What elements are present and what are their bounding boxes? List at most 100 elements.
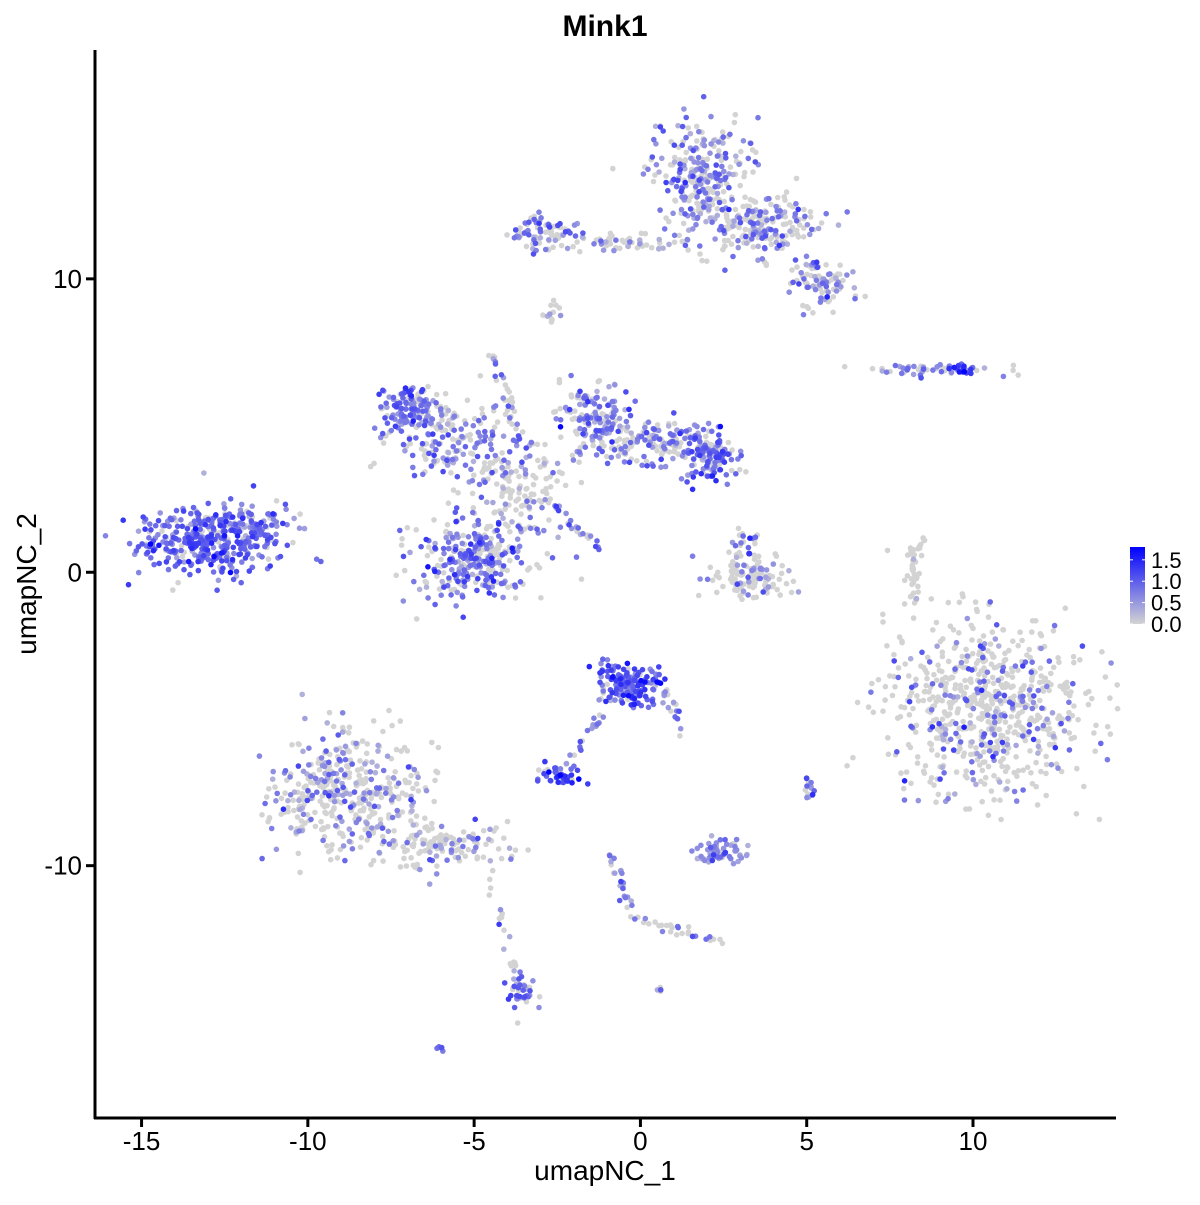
cell-point <box>793 200 799 207</box>
cell-point <box>402 777 408 784</box>
cell-point <box>965 666 972 672</box>
cell-point <box>993 664 1000 670</box>
cell-point <box>337 814 343 820</box>
cell-point <box>707 172 713 179</box>
cell-point <box>388 414 395 421</box>
cell-point <box>411 578 417 585</box>
cell-point <box>521 994 528 1000</box>
cell-point <box>550 469 556 476</box>
cell-point <box>922 763 929 769</box>
cell-point <box>654 448 660 454</box>
cell-point <box>369 825 375 831</box>
cell-point <box>168 540 174 546</box>
cell-point <box>544 550 551 557</box>
cell-point <box>339 710 346 716</box>
cell-point <box>526 504 532 510</box>
cell-point <box>486 352 492 359</box>
cell-point <box>398 542 405 548</box>
cell-point <box>221 532 228 539</box>
cell-point <box>455 578 461 585</box>
cell-point <box>1001 657 1008 664</box>
legend-tick-label: 1.5 <box>1151 548 1182 573</box>
cell-point <box>757 209 764 215</box>
cell-point <box>236 551 242 558</box>
cell-point <box>1013 754 1019 760</box>
cell-point <box>730 223 736 229</box>
cell-point <box>580 431 586 437</box>
cell-point <box>574 239 580 245</box>
cell-point <box>731 119 738 126</box>
cell-point <box>558 242 565 249</box>
cell-point <box>655 246 662 252</box>
cell-point <box>642 230 649 237</box>
cell-point <box>594 388 600 395</box>
cell-point <box>462 462 469 469</box>
cell-point <box>999 739 1006 746</box>
cell-point <box>612 697 618 703</box>
cell-point <box>239 559 245 565</box>
cell-point <box>285 804 291 811</box>
cell-point <box>933 799 939 805</box>
x-axis-ticks: -15 -10 -5 0 5 10 <box>123 1118 988 1156</box>
cell-point <box>300 768 307 775</box>
cell-point <box>349 831 356 837</box>
cell-point <box>652 123 659 130</box>
cell-point <box>1077 657 1083 663</box>
cell-point <box>441 562 448 569</box>
cell-point <box>996 779 1003 785</box>
cell-point <box>947 692 953 699</box>
cell-point <box>1066 709 1072 716</box>
cell-point <box>608 667 614 673</box>
cell-point <box>444 521 451 528</box>
cell-point <box>630 684 637 690</box>
cell-point <box>679 123 686 130</box>
cell-point <box>205 500 211 507</box>
cell-point <box>1043 792 1049 799</box>
cell-point <box>1037 665 1044 671</box>
cell-point <box>444 462 451 468</box>
cell-point <box>1039 705 1045 711</box>
cell-point <box>802 213 808 220</box>
cell-point <box>487 460 494 466</box>
cell-point <box>562 482 569 489</box>
cell-point <box>440 468 446 475</box>
cell-point <box>340 843 347 849</box>
cell-point <box>954 708 961 715</box>
cell-point <box>1026 729 1032 735</box>
cell-point <box>609 439 615 445</box>
cell-point <box>432 843 439 849</box>
x-tick-label: 10 <box>959 1126 988 1156</box>
cell-point <box>269 522 275 528</box>
cell-point <box>770 582 776 588</box>
cell-point <box>484 499 490 506</box>
cell-point <box>752 159 759 165</box>
cell-point <box>467 437 474 443</box>
cell-point <box>536 994 543 1000</box>
cell-point <box>453 518 459 525</box>
cell-point <box>400 441 407 448</box>
cell-point <box>623 389 629 395</box>
cell-point <box>476 481 483 488</box>
cell-point <box>765 584 772 590</box>
cell-point <box>527 988 533 994</box>
cell-point <box>339 818 345 825</box>
cell-point <box>914 760 921 766</box>
cell-point <box>120 517 126 523</box>
cell-point <box>631 666 638 672</box>
cell-point <box>610 409 617 416</box>
cell-point <box>561 773 568 779</box>
cell-point <box>638 433 645 440</box>
cell-point <box>498 510 505 517</box>
cell-point <box>284 521 290 528</box>
cell-point <box>334 761 340 768</box>
cell-point <box>379 833 386 840</box>
cell-point <box>685 929 692 935</box>
cell-point <box>737 182 743 189</box>
cell-point <box>453 505 460 511</box>
cell-point <box>739 569 745 575</box>
cell-point <box>671 239 678 245</box>
cell-point <box>527 514 533 521</box>
cell-point <box>950 627 957 633</box>
cell-point <box>724 215 730 221</box>
cell-point <box>933 677 940 683</box>
